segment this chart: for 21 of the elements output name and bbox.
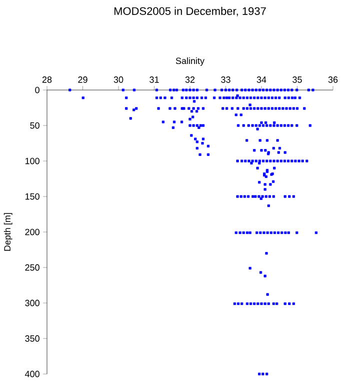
x-axis-title: Salinity [176, 57, 204, 66]
x-tick-label: 29 [78, 76, 88, 83]
y-tick-label: 50 [30, 122, 40, 129]
x-tick-label: 32 [185, 76, 195, 83]
y-tick-label: 200 [25, 228, 40, 236]
y-axis-title: Depth [m] [4, 213, 12, 251]
y-tick-label: 400 [24, 370, 40, 378]
chart-title: MODS2005 in December, 1937 [114, 6, 266, 16]
x-tick-label: 36 [328, 76, 338, 83]
y-tick-label: 150 [25, 193, 40, 200]
x-tick-label: 31 [150, 76, 159, 83]
y-tick-label: 300 [25, 300, 40, 306]
x-tick-label: 34 [256, 76, 266, 83]
y-tick-label: 0 [35, 86, 40, 94]
x-tick-label: 28 [42, 76, 52, 83]
y-tick-label: 100 [25, 158, 40, 164]
y-tick-label: 250 [25, 264, 40, 271]
x-tick-label: 35 [292, 76, 302, 83]
x-tick-label: 30 [114, 76, 124, 83]
x-tick-label: 33 [221, 76, 230, 83]
y-tick-label: 350 [25, 335, 40, 342]
